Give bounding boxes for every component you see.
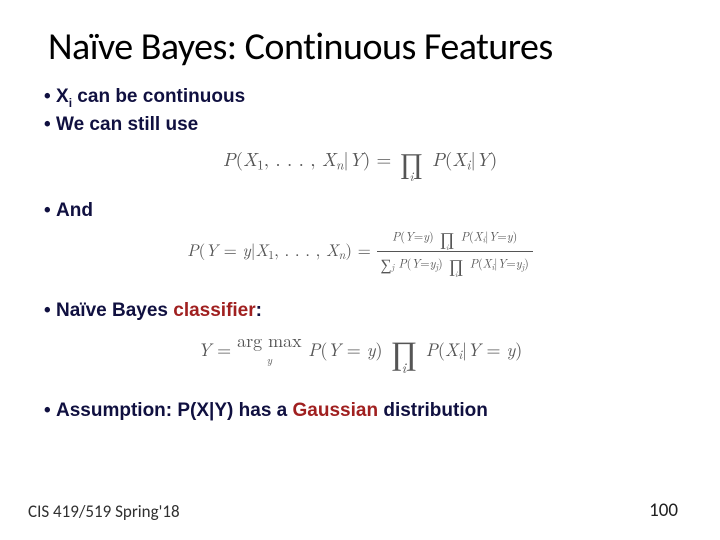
sum-icon: ∑ [381, 252, 392, 275]
bullet-5: •Assumption: P(X|Y) has a Gaussian distr… [44, 400, 676, 422]
f1-X1: X [243, 145, 257, 172]
product-icon: ∏i [400, 142, 423, 182]
f2n-P2: P [461, 227, 469, 244]
bullet-5-accent: Gaussian [293, 400, 379, 421]
f2-X1: X [256, 237, 269, 261]
f2n-c1: ) [429, 227, 438, 244]
f3-ps: i [402, 358, 406, 378]
f1-rclose: ) [490, 145, 497, 172]
f1-Xn: X [322, 145, 336, 172]
f3-Y2: Y [327, 337, 340, 362]
bullet-4-text-b: : [256, 300, 262, 321]
f1-Y: Y [349, 145, 363, 172]
bullet-4-text-a: Naïve Bayes [56, 300, 173, 321]
f1-prodsub: i [409, 167, 413, 185]
f2d-eq2: = [506, 254, 515, 271]
f1-P: P [223, 145, 236, 172]
f3-sub: y [237, 353, 302, 368]
f2-y: y [243, 237, 251, 261]
f1-rP: P [432, 145, 445, 172]
f2d-eq: = [420, 254, 429, 271]
bullet-2: •We can still use [44, 114, 676, 136]
f3-P1: P [308, 337, 320, 362]
f2-cl: ) = [345, 237, 376, 261]
f1-dots: , . . . , [264, 145, 322, 172]
f2n-eq2: = [497, 227, 506, 244]
bullet-5-text-a: Assumption: P(X|Y) has a [56, 400, 293, 421]
f2d-P1: P [399, 254, 407, 271]
bullet-5-text-b: distribution [378, 400, 488, 421]
f3-c2: ) [515, 337, 522, 362]
formula-1: P(X1, . . . , Xn|Y) = ∏i P(Xi|Y) [44, 142, 676, 182]
f1-open: ( [236, 145, 243, 172]
f2d-j: j [392, 262, 395, 273]
bullet-1-text-a: X [56, 86, 69, 107]
bullet-3-text: And [56, 200, 93, 221]
formula-3: Y = arg max y P(Y = y) ∏i P(Xi|Y = y) [44, 328, 676, 374]
bullet-1-text-b: can be continuous [72, 86, 245, 107]
f3-argmax: arg max [237, 328, 302, 353]
f2-P: P [187, 237, 199, 261]
f1-1: 1 [257, 154, 264, 173]
product-icon: ∏i [440, 226, 455, 251]
bullet-2-text: We can still use [56, 114, 198, 135]
formula-2: P(Y = y|X1, . . . , Xn) = P(Y=y) ∏i P(Xi… [44, 226, 676, 278]
f3-eq: = [211, 337, 237, 362]
product-icon: ∏i [449, 253, 464, 278]
f2n-c2: ) [513, 227, 518, 244]
f2-dots: , . . . , [274, 237, 326, 261]
f3-Y3: Y [467, 337, 480, 362]
f3-o2: ( [438, 337, 445, 362]
f3-y2: y [506, 337, 515, 362]
f2d-P2: P [470, 254, 478, 271]
f2-Y: Y [205, 237, 218, 261]
f2d-c1: ) [438, 254, 447, 271]
f3-c1: ) [375, 337, 388, 362]
slide-body: •Xi can be continuous •We can still use … [44, 84, 676, 426]
product-icon: ∏i [390, 328, 417, 374]
f2n-Y: Y [405, 227, 414, 244]
f2d-Y: Y [411, 254, 420, 271]
f2n-Xi: X [474, 227, 483, 244]
f2-eq: = [218, 237, 243, 261]
footer-page-number: 100 [649, 499, 678, 522]
f2-Xn: X [326, 237, 339, 261]
slide-title: Naïve Bayes: Continuous Features [48, 24, 553, 70]
f1-rY: Y [476, 145, 490, 172]
f2d-Xi: X [483, 254, 492, 271]
f2d-ps: i [455, 269, 458, 280]
f2n-eq: = [414, 227, 423, 244]
bullet-3: •And [44, 200, 676, 222]
f3-eq2: = [341, 337, 367, 362]
f2d-c2: ) [524, 254, 529, 271]
slide: Naïve Bayes: Continuous Features •Xi can… [0, 0, 720, 540]
f2n-ps: i [446, 242, 449, 253]
bullet-4: •Naïve Bayes classifier: [44, 300, 676, 322]
bullet-4-accent: classifier [173, 300, 255, 321]
f1-close: ) = [363, 145, 398, 172]
f3-Xi: X [445, 337, 458, 362]
f3-Y: Y [198, 337, 211, 362]
bullet-1: •Xi can be continuous [44, 86, 676, 110]
footer-course: CIS 419/519 Spring'18 [28, 501, 180, 522]
f1-rXi: X [452, 145, 466, 172]
f3-eq3: = [480, 337, 506, 362]
f3-P2: P [426, 337, 438, 362]
